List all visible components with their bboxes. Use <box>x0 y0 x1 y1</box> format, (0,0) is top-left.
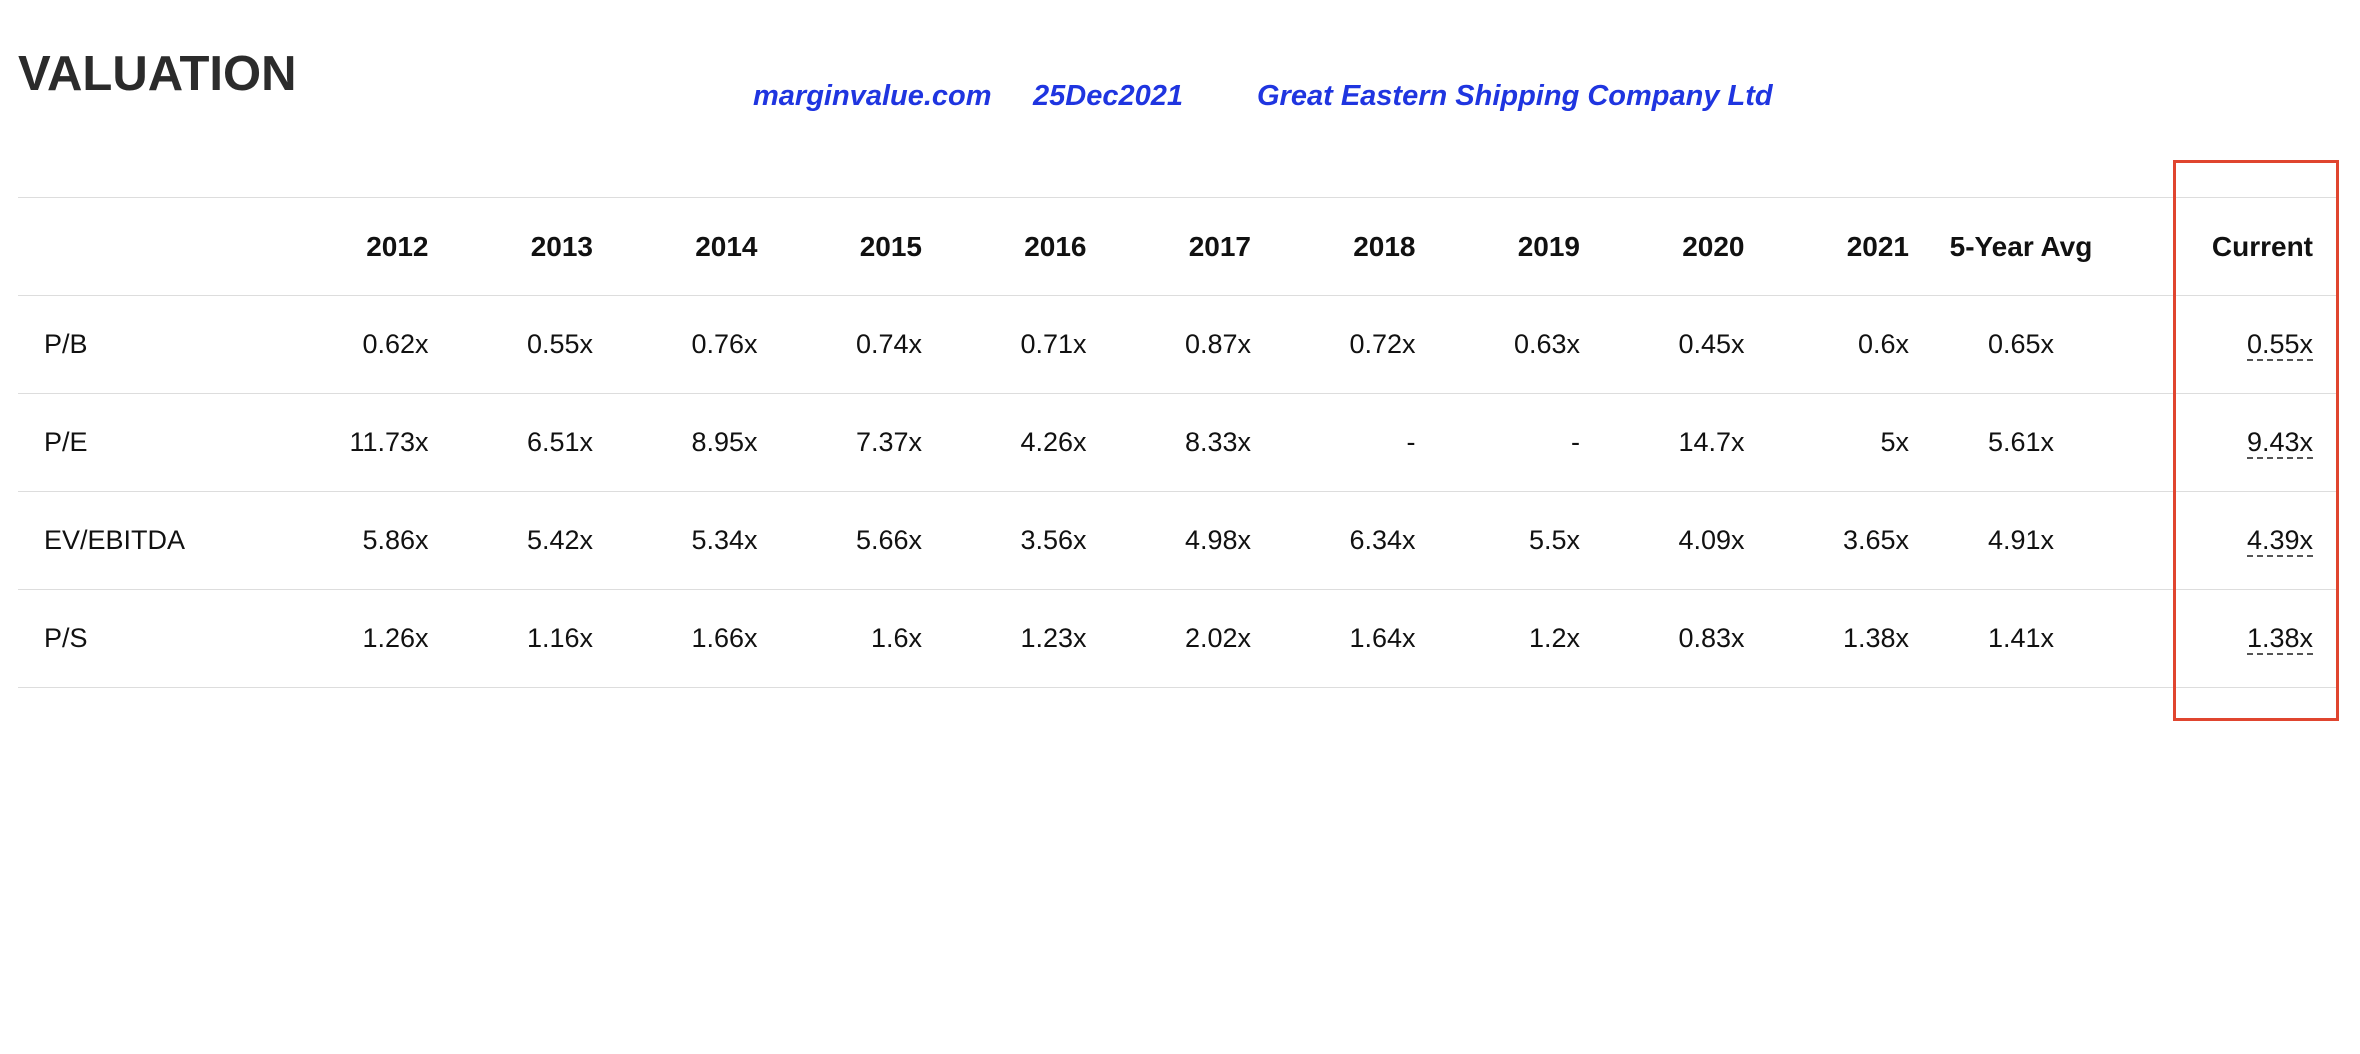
cell: 0.55x <box>2133 295 2339 394</box>
cell: 0.65x <box>1909 295 2133 394</box>
cell: 1.26x <box>264 589 429 688</box>
column-header: 2015 <box>757 197 922 296</box>
cell: 0.74x <box>757 295 922 394</box>
cell: 0.45x <box>1580 295 1745 394</box>
cell: 1.41x <box>1909 589 2133 688</box>
column-header: 2021 <box>1744 197 1909 296</box>
cell: 4.26x <box>922 393 1087 492</box>
row-label: P/E <box>18 393 264 492</box>
cell: 5x <box>1744 393 1909 492</box>
cell: 3.56x <box>922 491 1087 590</box>
cell: 5.61x <box>1909 393 2133 492</box>
column-header: 2017 <box>1086 197 1251 296</box>
cell: 8.95x <box>593 393 758 492</box>
cell: 4.91x <box>1909 491 2133 590</box>
cell: 5.66x <box>757 491 922 590</box>
column-header <box>18 197 264 296</box>
cell: 1.66x <box>593 589 758 688</box>
column-header: 2014 <box>593 197 758 296</box>
company-label: Great Eastern Shipping Company Ltd <box>1257 80 1773 112</box>
cell: 4.39x <box>2133 491 2339 590</box>
cell: - <box>1415 393 1580 492</box>
cell: 4.98x <box>1086 491 1251 590</box>
cell: 7.37x <box>757 393 922 492</box>
cell: 0.72x <box>1251 295 1416 394</box>
header-row: 2012 2013 2014 2015 2016 2017 2018 2019 2020 2021… <box>18 197 2339 296</box>
cell: 8.33x <box>1086 393 1251 492</box>
site-label: marginvalue.com <box>753 80 992 112</box>
highlight-box <box>2173 160 2339 721</box>
column-header: 2012 <box>264 197 429 296</box>
column-header: 2018 <box>1251 197 1416 296</box>
current-value: 0.55x <box>2246 329 2313 361</box>
cell: 1.2x <box>1415 589 1580 688</box>
row-label: EV/EBITDA <box>18 491 264 590</box>
cell: 0.6x <box>1744 295 1909 394</box>
cell: 5.86x <box>264 491 429 590</box>
table-row: P/B 0.62x 0.55x 0.76x 0.74x 0.71x 0.87x 0.72x 0.… <box>18 295 2339 394</box>
cell: 0.55x <box>428 295 593 394</box>
valuation-table: 2012 2013 2014 2015 2016 2017 2018 2019 2020 2021… <box>18 197 2339 688</box>
table-row: EV/EBITDA 5.86x 5.42x 5.34x 5.66x 3.56x 4.98x 6… <box>18 491 2339 590</box>
table-row: P/E 11.73x 6.51x 8.95x 7.37x 4.26x 8.33x - -14.7… <box>18 393 2339 492</box>
cell: 5.34x <box>593 491 758 590</box>
cell: 5.42x <box>428 491 593 590</box>
cell: 0.62x <box>264 295 429 394</box>
column-header: 2020 <box>1580 197 1745 296</box>
cell: 11.73x <box>264 393 429 492</box>
cell: 5.5x <box>1415 491 1580 590</box>
cell: 6.51x <box>428 393 593 492</box>
date-label: 25Dec2021 <box>1033 80 1183 112</box>
cell: 3.65x <box>1744 491 1909 590</box>
cell: 0.83x <box>1580 589 1745 688</box>
cell: 6.34x <box>1251 491 1416 590</box>
cell: 2.02x <box>1086 589 1251 688</box>
cell: 0.71x <box>922 295 1087 394</box>
column-header: 2019 <box>1415 197 1580 296</box>
cell: 1.38x <box>2133 589 2339 688</box>
cell: 0.63x <box>1415 295 1580 394</box>
cell: 1.16x <box>428 589 593 688</box>
column-header: 5-Year Avg <box>1909 197 2133 296</box>
cell: - <box>1251 393 1416 492</box>
row-label: P/S <box>18 589 264 688</box>
column-header: 2013 <box>428 197 593 296</box>
cell: 14.7x <box>1580 393 1745 492</box>
cell: 1.23x <box>922 589 1087 688</box>
cell: 1.38x <box>1744 589 1909 688</box>
current-value: 1.38x <box>2246 623 2313 655</box>
cell: 1.64x <box>1251 589 1416 688</box>
column-header: Current <box>2133 197 2339 296</box>
current-value: 9.43x <box>2246 427 2313 459</box>
row-label: P/B <box>18 295 264 394</box>
cell: 0.87x <box>1086 295 1251 394</box>
cell: 4.09x <box>1580 491 1745 590</box>
cell: 1.6x <box>757 589 922 688</box>
column-header: 2016 <box>922 197 1087 296</box>
table-row: P/S 1.26x 1.16x 1.66x 1.6x 1.23x 2.02x 1.64x 1.2… <box>18 589 2339 688</box>
page-title: VALUATION <box>18 47 297 101</box>
cell: 0.76x <box>593 295 758 394</box>
current-value: 4.39x <box>2246 525 2313 557</box>
